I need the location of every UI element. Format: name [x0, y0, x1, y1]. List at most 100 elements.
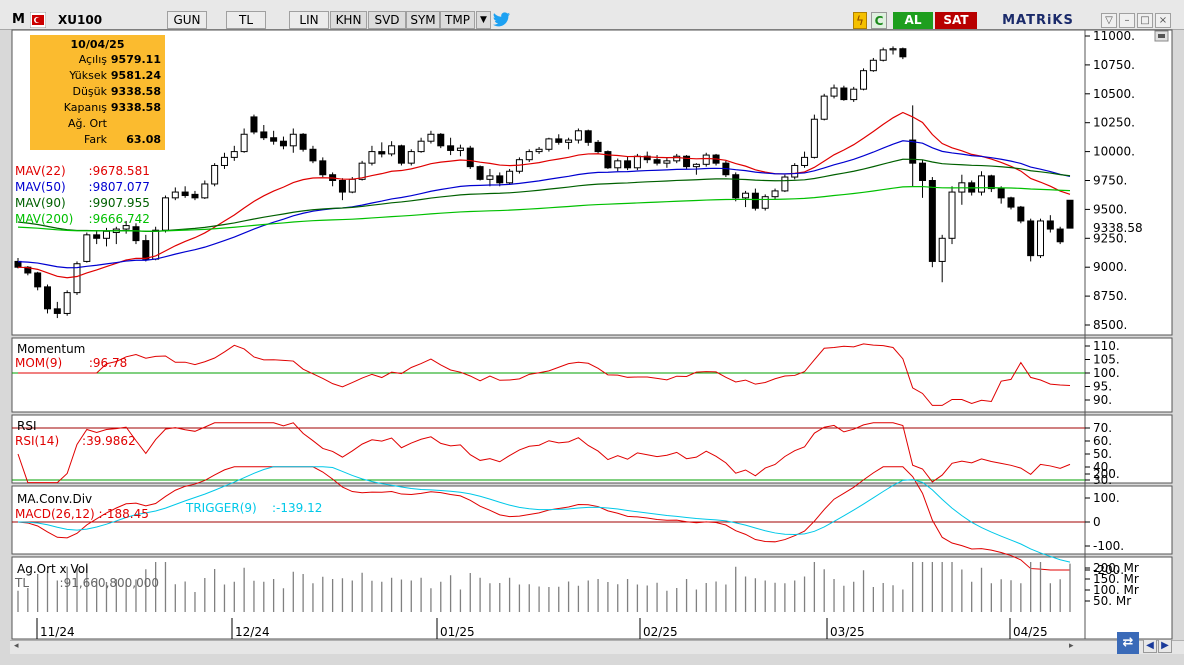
- candle: [211, 164, 219, 185]
- y-tick-label: 200. Mr: [1093, 561, 1139, 575]
- period-button[interactable]: GUN: [167, 11, 207, 29]
- candle: [938, 237, 946, 262]
- candle: [997, 188, 1005, 199]
- candle: [486, 175, 494, 180]
- legend-mav22: MAV(22) :9678.581: [15, 164, 150, 178]
- candle: [270, 137, 278, 142]
- candle: [751, 192, 759, 209]
- close-icon[interactable]: ×: [1155, 13, 1171, 28]
- x-label: 04/25: [1013, 625, 1048, 639]
- candle: [574, 130, 582, 141]
- candle: [791, 164, 799, 178]
- twitter-icon[interactable]: [492, 11, 512, 29]
- candle: [663, 160, 671, 164]
- candle: [191, 193, 199, 199]
- last-price-label: 9338.58: [1093, 221, 1143, 235]
- momentum-line: [18, 343, 1071, 406]
- candle: [673, 155, 681, 162]
- candle: [289, 133, 297, 147]
- currency-button[interactable]: TL: [226, 11, 266, 29]
- candle: [142, 240, 150, 260]
- legend-mav50: MAV(50) :9807.077: [15, 180, 150, 194]
- lightning-icon[interactable]: ϟ: [853, 12, 867, 29]
- maximize-icon[interactable]: □: [1137, 13, 1153, 28]
- minimize-icon[interactable]: –: [1119, 13, 1135, 28]
- candle: [584, 130, 592, 143]
- candle: [742, 192, 750, 199]
- y-tick-label: 9500.: [1093, 202, 1127, 216]
- scroll-right-small-icon[interactable]: ▸: [1069, 641, 1074, 651]
- candle: [683, 155, 691, 168]
- chart-type-button[interactable]: KHN: [330, 11, 367, 29]
- candle: [1017, 206, 1025, 222]
- dropdown-icon[interactable]: ▽: [1101, 13, 1117, 28]
- flag-icon[interactable]: [29, 11, 47, 29]
- refresh-icon[interactable]: C: [871, 12, 887, 29]
- legend-trigger: TRIGGER(9) :-139.12: [186, 501, 322, 515]
- symbol-button[interactable]: SYM: [406, 11, 440, 29]
- candle: [309, 148, 317, 162]
- candle: [447, 145, 455, 151]
- candle: [220, 156, 228, 166]
- candle: [604, 151, 612, 169]
- buy-button[interactable]: AL: [893, 12, 933, 29]
- toolbar: M XU100 GUN TL LIN KHN SVD SYM TMP ▼ ϟ C…: [0, 0, 1184, 30]
- horizontal-scrollbar[interactable]: [10, 640, 1184, 654]
- candle: [801, 156, 809, 166]
- info-row-low: Düşük 9338.58: [30, 85, 165, 100]
- scale-button[interactable]: LIN: [289, 11, 329, 29]
- y-tick-label: 110.: [1093, 339, 1120, 353]
- legend-value: :39.9862: [82, 434, 136, 448]
- y-tick-label: 200.: [1093, 467, 1120, 481]
- info-label: Ağ. Ort: [68, 117, 107, 130]
- legend-value: :9666.742: [88, 212, 150, 226]
- volume-plot: [17, 562, 1071, 612]
- candle: [653, 159, 661, 164]
- candle: [909, 139, 917, 164]
- info-value: 9338.58: [110, 85, 161, 98]
- legend-label: MAV(50): [15, 180, 66, 194]
- candle: [34, 272, 42, 288]
- scroll-left-icon[interactable]: ◀: [1143, 639, 1157, 653]
- candle: [535, 148, 543, 153]
- legend-value: :-188.45: [98, 507, 149, 521]
- volume-panel: [11, 556, 1173, 640]
- candle: [624, 160, 632, 169]
- scroll-left-small-icon[interactable]: ◂: [14, 641, 19, 651]
- symbol-label[interactable]: XU100: [58, 13, 103, 27]
- sell-button[interactable]: SAT: [935, 12, 977, 29]
- candle: [840, 87, 848, 101]
- sync-icon[interactable]: ⇄: [1117, 632, 1139, 654]
- candle: [850, 88, 858, 101]
- info-label: Düşük: [72, 85, 107, 98]
- candle: [525, 151, 533, 161]
- candle: [299, 133, 307, 150]
- candle: [614, 160, 622, 169]
- rsi-line: [17, 422, 1071, 484]
- candle: [1066, 199, 1074, 229]
- scroll-right-icon[interactable]: ▶: [1158, 639, 1172, 653]
- y-tick-label: 10750.: [1093, 58, 1135, 72]
- rsi-panel: [11, 414, 1173, 484]
- candle: [456, 147, 464, 151]
- legend-label: TRIGGER(9): [186, 501, 257, 515]
- candle: [1046, 220, 1054, 230]
- candle: [978, 175, 986, 193]
- info-row-close: Kapanış 9338.58: [30, 101, 165, 116]
- legend-volume: TL :91,660,800,000: [15, 576, 159, 590]
- candle: [319, 160, 327, 176]
- y-tick-label: -100.: [1093, 539, 1124, 553]
- candle: [201, 183, 209, 199]
- candle: [820, 95, 828, 120]
- info-label: Açılış: [78, 53, 107, 66]
- template-button[interactable]: TMP: [440, 11, 475, 29]
- momentum-plot: [12, 343, 1085, 406]
- save-button[interactable]: SVD: [368, 11, 406, 29]
- macd-plot: [12, 466, 1085, 571]
- candle: [732, 174, 740, 199]
- candle: [348, 178, 356, 193]
- chevron-down-icon[interactable]: ▼: [476, 11, 491, 29]
- x-label: 11/24: [40, 625, 75, 639]
- candle: [496, 175, 504, 184]
